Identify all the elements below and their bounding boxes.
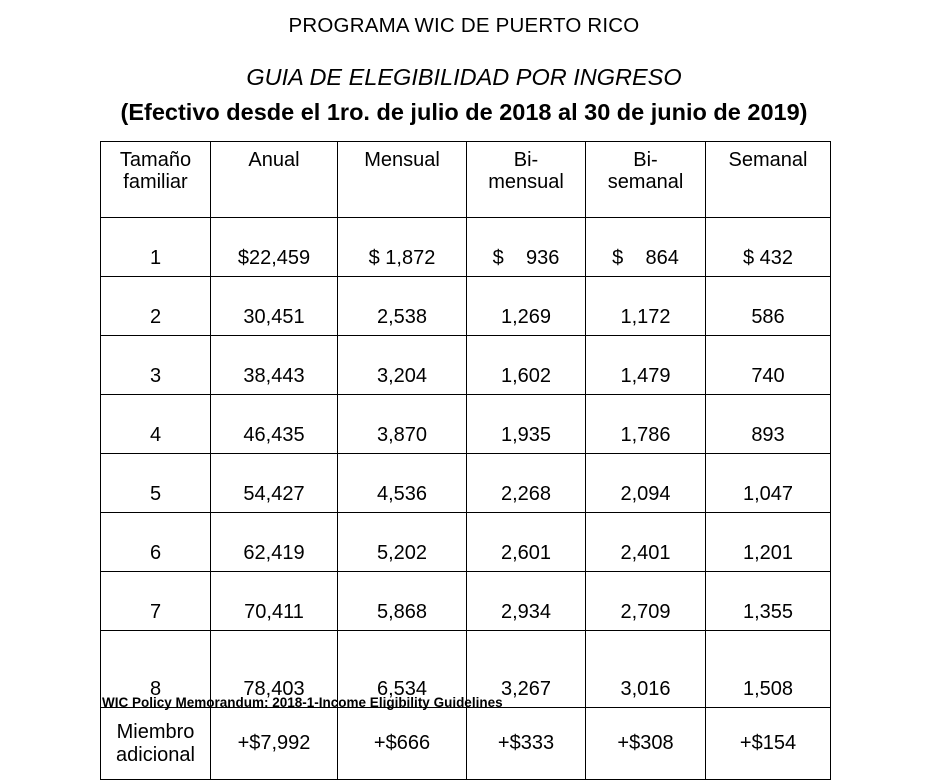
cell-biweekly: 2,094 [585, 453, 706, 513]
document-titles: PROGRAMA WIC DE PUERTO RICO GUIA DE ELEG… [0, 0, 928, 125]
column-header-biweekly: Bi- semanal [585, 141, 706, 218]
cell-bimonthly: +$333 [466, 707, 586, 780]
cell-monthly: 2,538 [337, 276, 467, 336]
cell-annual: $22,459 [210, 217, 338, 277]
cell-bimonthly: 1,935 [466, 394, 586, 454]
table-row: 2 30,451 2,538 1,269 1,172 586 [100, 276, 831, 336]
cell-family-size: 7 [100, 571, 211, 631]
cell-annual: 70,411 [210, 571, 338, 631]
cell-biweekly: 2,401 [585, 512, 706, 572]
cell-family-size: 2 [100, 276, 211, 336]
table-row: 8 78,403 6,534 3,267 3,016 1,508 [100, 630, 831, 708]
page-title-guide: GUIA DE ELEGIBILIDAD POR INGRESO [246, 63, 682, 90]
cell-weekly: 1,508 [705, 630, 831, 708]
cell-annual: 46,435 [210, 394, 338, 454]
table-row: 6 62,419 5,202 2,601 2,401 1,201 [100, 512, 831, 572]
cell-monthly: 4,536 [337, 453, 467, 513]
column-header-weekly: Semanal [705, 141, 831, 218]
table-row: 1 $22,459 $ 1,872 $ 936 $ 864 $ 432 [100, 217, 831, 277]
page-title-effective-dates: (Efectivo desde el 1ro. de julio de 2018… [120, 99, 808, 125]
table-row-additional-member: Miembro adicional +$7,992 +$666 +$333 +$… [100, 707, 831, 780]
page-title-organization: PROGRAMA WIC DE PUERTO RICO [288, 14, 640, 37]
income-eligibility-table-container: Tamaño familiar Anual Mensual Bi- mensua… [100, 141, 831, 780]
cell-annual: +$7,992 [210, 707, 338, 780]
cell-family-size: 1 [100, 217, 211, 277]
table-header-row: Tamaño familiar Anual Mensual Bi- mensua… [100, 141, 831, 218]
cell-weekly: 1,047 [705, 453, 831, 513]
cell-weekly: 1,201 [705, 512, 831, 572]
cell-biweekly: 1,172 [585, 276, 706, 336]
cell-family-size: 4 [100, 394, 211, 454]
table-row: 7 70,411 5,868 2,934 2,709 1,355 [100, 571, 831, 631]
cell-biweekly: +$308 [585, 707, 706, 780]
cell-bimonthly: 2,268 [466, 453, 586, 513]
cell-biweekly: $ 864 [585, 217, 706, 277]
cell-monthly: $ 1,872 [337, 217, 467, 277]
cell-weekly: 893 [705, 394, 831, 454]
cell-biweekly: 1,786 [585, 394, 706, 454]
table-row: 3 38,443 3,204 1,602 1,479 740 [100, 335, 831, 395]
cell-weekly: +$154 [705, 707, 831, 780]
cell-family-size: 5 [100, 453, 211, 513]
cell-annual: 62,419 [210, 512, 338, 572]
cell-bimonthly: 1,269 [466, 276, 586, 336]
column-header-monthly: Mensual [337, 141, 467, 218]
cell-bimonthly: 2,934 [466, 571, 586, 631]
cell-additional-member-label: Miembro adicional [100, 707, 211, 780]
cell-annual: 30,451 [210, 276, 338, 336]
cell-family-size: 6 [100, 512, 211, 572]
cell-biweekly: 1,479 [585, 335, 706, 395]
cell-monthly: 3,204 [337, 335, 467, 395]
cell-bimonthly: 2,601 [466, 512, 586, 572]
cell-weekly: 740 [705, 335, 831, 395]
cell-monthly: 5,868 [337, 571, 467, 631]
cell-bimonthly: $ 936 [466, 217, 586, 277]
cell-monthly: 3,870 [337, 394, 467, 454]
cell-family-size: 8 [100, 630, 211, 708]
income-eligibility-table: Tamaño familiar Anual Mensual Bi- mensua… [100, 141, 831, 780]
cell-monthly: +$666 [337, 707, 467, 780]
cell-weekly: $ 432 [705, 217, 831, 277]
cell-annual: 54,427 [210, 453, 338, 513]
footer-policy-reference: WIC Policy Memorandum: 2018-1-Income Eli… [102, 695, 503, 710]
cell-weekly: 1,355 [705, 571, 831, 631]
column-header-annual: Anual [210, 141, 338, 218]
cell-biweekly: 3,016 [585, 630, 706, 708]
cell-monthly: 5,202 [337, 512, 467, 572]
cell-weekly: 586 [705, 276, 831, 336]
cell-biweekly: 2,709 [585, 571, 706, 631]
column-header-bimonthly: Bi- mensual [466, 141, 586, 218]
cell-bimonthly: 1,602 [466, 335, 586, 395]
cell-annual: 38,443 [210, 335, 338, 395]
cell-family-size: 3 [100, 335, 211, 395]
column-header-family-size: Tamaño familiar [100, 141, 211, 218]
table-row: 5 54,427 4,536 2,268 2,094 1,047 [100, 453, 831, 513]
table-row: 4 46,435 3,870 1,935 1,786 893 [100, 394, 831, 454]
